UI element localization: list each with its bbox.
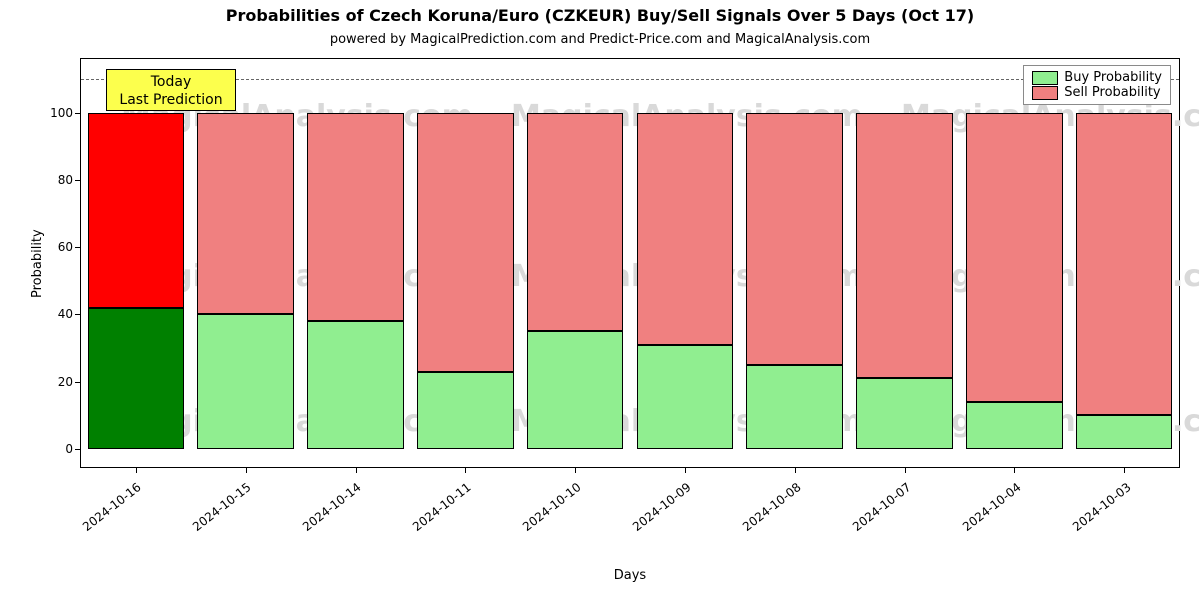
legend-swatch [1032,86,1058,100]
x-tick-label: 2024-10-09 [606,480,693,553]
y-tick-mark [75,314,81,315]
legend: Buy ProbabilitySell Probability [1023,65,1171,105]
bar-buy [417,372,514,449]
x-tick-mark [795,467,796,473]
today-annotation-line2: Last Prediction [113,92,229,110]
x-tick-mark [685,467,686,473]
y-axis-label: Probability [30,229,45,298]
y-tick-mark [75,449,81,450]
bar-buy [637,345,734,449]
legend-label: Buy Probability [1064,70,1162,85]
y-tick-mark [75,113,81,114]
x-tick-label: 2024-10-15 [166,480,253,553]
bar-buy [856,378,953,449]
bar-sell [966,113,1063,402]
plot-area: MagicalAnalysis.comMagicalAnalysis.comMa… [80,58,1180,468]
bar-sell [527,113,624,331]
x-tick-mark [1124,467,1125,473]
x-tick-label: 2024-10-10 [496,480,583,553]
x-tick-mark [246,467,247,473]
x-tick-label: 2024-10-04 [936,480,1023,553]
bar-buy [1076,415,1173,449]
x-tick-mark [136,467,137,473]
bar-buy [746,365,843,449]
x-axis-label: Days [80,568,1180,583]
x-tick-mark [905,467,906,473]
legend-item: Sell Probability [1032,85,1162,100]
bar-sell [307,113,404,321]
x-tick-mark [1014,467,1015,473]
legend-swatch [1032,71,1058,85]
legend-item: Buy Probability [1032,70,1162,85]
y-tick-mark [75,180,81,181]
chart-title: Probabilities of Czech Koruna/Euro (CZKE… [0,6,1200,25]
x-tick-label: 2024-10-16 [56,480,143,553]
today-annotation-line1: Today [113,74,229,92]
bar-sell [417,113,514,372]
x-tick-mark [575,467,576,473]
bar-buy [307,321,404,449]
bar-buy [966,402,1063,449]
x-tick-label: 2024-10-14 [276,480,363,553]
bar-sell [746,113,843,365]
x-tick-label: 2024-10-11 [386,480,473,553]
x-tick-label: 2024-10-07 [826,480,913,553]
bar-buy [88,308,185,449]
bar-buy [527,331,624,449]
x-tick-label: 2024-10-08 [716,480,803,553]
legend-label: Sell Probability [1064,85,1160,100]
bar-sell [637,113,734,345]
chart-root: Probabilities of Czech Koruna/Euro (CZKE… [0,0,1200,600]
bar-sell [1076,113,1173,415]
today-annotation: TodayLast Prediction [106,69,236,111]
bar-buy [197,314,294,448]
chart-subtitle: powered by MagicalPrediction.com and Pre… [0,32,1200,47]
x-tick-label: 2024-10-03 [1046,480,1133,553]
bar-sell [856,113,953,378]
bar-sell [88,113,185,308]
y-tick-mark [75,247,81,248]
x-tick-mark [465,467,466,473]
y-tick-mark [75,382,81,383]
reference-line [81,79,1179,80]
x-tick-mark [356,467,357,473]
bar-sell [197,113,294,315]
